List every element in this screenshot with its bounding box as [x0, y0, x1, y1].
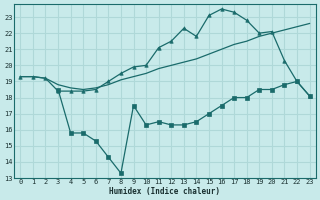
- X-axis label: Humidex (Indice chaleur): Humidex (Indice chaleur): [109, 187, 220, 196]
